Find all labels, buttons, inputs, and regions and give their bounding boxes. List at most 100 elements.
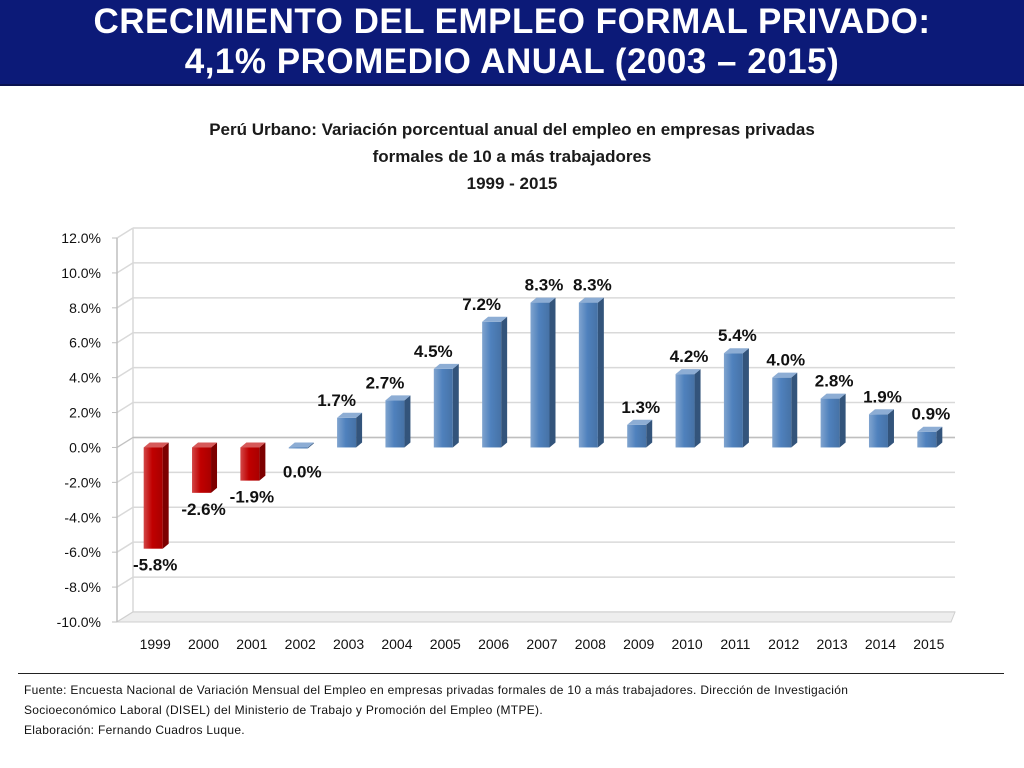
x-tick-label-2005: 2005 xyxy=(430,636,461,652)
banner-title-line-2: 4,1% PROMEDIO ANUAL (2003 – 2015) xyxy=(184,42,840,81)
gridline-connector xyxy=(116,227,134,239)
bar-front xyxy=(772,377,792,448)
data-label-2001: -1.9% xyxy=(230,488,274,507)
data-label-2005: 4.5% xyxy=(414,342,453,361)
data-label-2010: 4.2% xyxy=(670,347,709,366)
y-tick-label: 12.0% xyxy=(61,230,101,246)
bar-2007 xyxy=(530,297,556,448)
data-label-2006: 7.2% xyxy=(462,295,501,314)
data-label-2011: 5.4% xyxy=(718,326,757,345)
y-tick-label: -6.0% xyxy=(64,544,101,560)
bar-top xyxy=(433,363,459,369)
y-tick-label: 6.0% xyxy=(69,335,101,351)
bar-2003 xyxy=(337,412,363,448)
footer: Fuente: Encuesta Nacional de Variación M… xyxy=(0,673,1024,768)
bar-front xyxy=(530,302,550,448)
y-tick-label: -4.0% xyxy=(64,509,101,525)
x-tick-label-2006: 2006 xyxy=(478,636,509,652)
x-axis-labels: 1999 2000 2001 2002 2003 2004 2005 2006 2007 2008… xyxy=(140,636,945,652)
bar-top xyxy=(143,442,169,448)
data-label-2015: 0.9% xyxy=(911,405,950,424)
bar-top xyxy=(578,297,604,303)
bar-top xyxy=(627,419,653,425)
bar-front xyxy=(240,447,260,481)
bar-top xyxy=(385,395,411,401)
author-note: Elaboración: Fernando Cuadros Luque. xyxy=(24,723,245,737)
bar-2006 xyxy=(482,316,508,448)
x-tick-label-2007: 2007 xyxy=(526,636,557,652)
bar-2011 xyxy=(723,348,749,448)
data-label-2003: 1.7% xyxy=(317,391,356,410)
y-tick-label: -10.0% xyxy=(57,614,101,630)
bar-side xyxy=(501,316,508,448)
bar-front xyxy=(143,447,163,549)
y-tick-label: -2.0% xyxy=(64,474,101,490)
bar-side xyxy=(307,442,314,449)
chart-title-line-2: formales de 10 a más trabajadores xyxy=(372,147,652,166)
bar-front xyxy=(820,398,840,448)
gridline-connector xyxy=(116,506,134,518)
bar-side xyxy=(356,412,363,448)
bar-top xyxy=(917,426,943,432)
bar-front xyxy=(288,447,308,449)
x-tick-label-2004: 2004 xyxy=(381,636,412,652)
gridline-connector xyxy=(116,262,134,274)
title-banner: CRECIMIENTO DEL EMPLEO FORMAL PRIVADO: 4… xyxy=(0,0,1024,86)
gridline-connector xyxy=(116,401,134,414)
bar-front xyxy=(868,414,888,448)
bar-front xyxy=(723,353,743,448)
bar-side xyxy=(791,372,798,448)
bar-front xyxy=(578,302,598,448)
gridline-connector xyxy=(116,576,134,588)
y-tick-label: 4.0% xyxy=(69,370,101,386)
chart-floor xyxy=(115,611,956,623)
gridline-connector xyxy=(116,471,134,483)
bar-top xyxy=(868,409,894,415)
bar-chart: 12.0% 10.0% 8.0% 6.0% 4.0% 2.0% 0.0% -2.0% -4.0%… xyxy=(57,227,956,652)
data-label-2014: 1.9% xyxy=(863,387,902,406)
data-labels: -5.8% -2.6% -1.9% 0.0% 1.7% 2.7% 4.5% 7.2% 8.3% 8… xyxy=(133,276,950,575)
bar-front xyxy=(192,447,212,493)
x-tick-label-2012: 2012 xyxy=(768,636,799,652)
data-label-2009: 1.3% xyxy=(621,398,660,417)
footer-text: Fuente: Encuesta Nacional de Variación M… xyxy=(24,680,1004,740)
bar-side xyxy=(259,442,266,481)
x-tick-label-2003: 2003 xyxy=(333,636,364,652)
x-tick-label-2000: 2000 xyxy=(188,636,219,652)
bar-side xyxy=(887,409,894,448)
y-tick-label: 2.0% xyxy=(69,405,101,421)
data-label-2012: 4.0% xyxy=(766,351,805,370)
y-tick-label: -8.0% xyxy=(64,579,101,595)
data-label-2008: 8.3% xyxy=(573,276,612,295)
bar-top xyxy=(530,297,556,303)
x-tick-label-2014: 2014 xyxy=(865,636,896,652)
gridline-connector xyxy=(116,297,134,309)
bar-side xyxy=(694,369,701,448)
gridline-connector xyxy=(116,367,134,379)
data-label-2007: 8.3% xyxy=(525,276,564,295)
data-label-2000: -2.6% xyxy=(181,500,225,519)
x-tick-label-2013: 2013 xyxy=(817,636,848,652)
chart-title: Perú Urbano: Variación porcentual anual … xyxy=(0,116,1024,197)
bar-side xyxy=(162,442,169,549)
data-label-2002: 0.0% xyxy=(283,462,322,481)
y-axis-labels: 12.0% 10.0% 8.0% 6.0% 4.0% 2.0% 0.0% -2.0% -4.0%… xyxy=(57,230,117,630)
source-note-line-2: Socioeconómico Laboral (DISEL) del Minis… xyxy=(24,703,543,717)
bar-top xyxy=(723,348,749,354)
bar-top xyxy=(772,372,798,378)
bar-2009 xyxy=(627,419,653,448)
y-tick-label: 8.0% xyxy=(69,300,101,316)
bar-side xyxy=(839,393,846,448)
bar-top xyxy=(192,442,218,448)
x-tick-label-2010: 2010 xyxy=(671,636,702,652)
bar-side xyxy=(211,442,218,493)
bar-2008 xyxy=(578,297,604,448)
bar-2013 xyxy=(820,393,846,448)
bar-2001 xyxy=(240,442,266,481)
bar-top xyxy=(675,369,701,375)
bar-top xyxy=(482,316,508,322)
bar-front xyxy=(433,368,453,448)
x-tick-label-2015: 2015 xyxy=(913,636,944,652)
bar-2014 xyxy=(868,409,894,448)
bar-1999 xyxy=(143,442,169,549)
